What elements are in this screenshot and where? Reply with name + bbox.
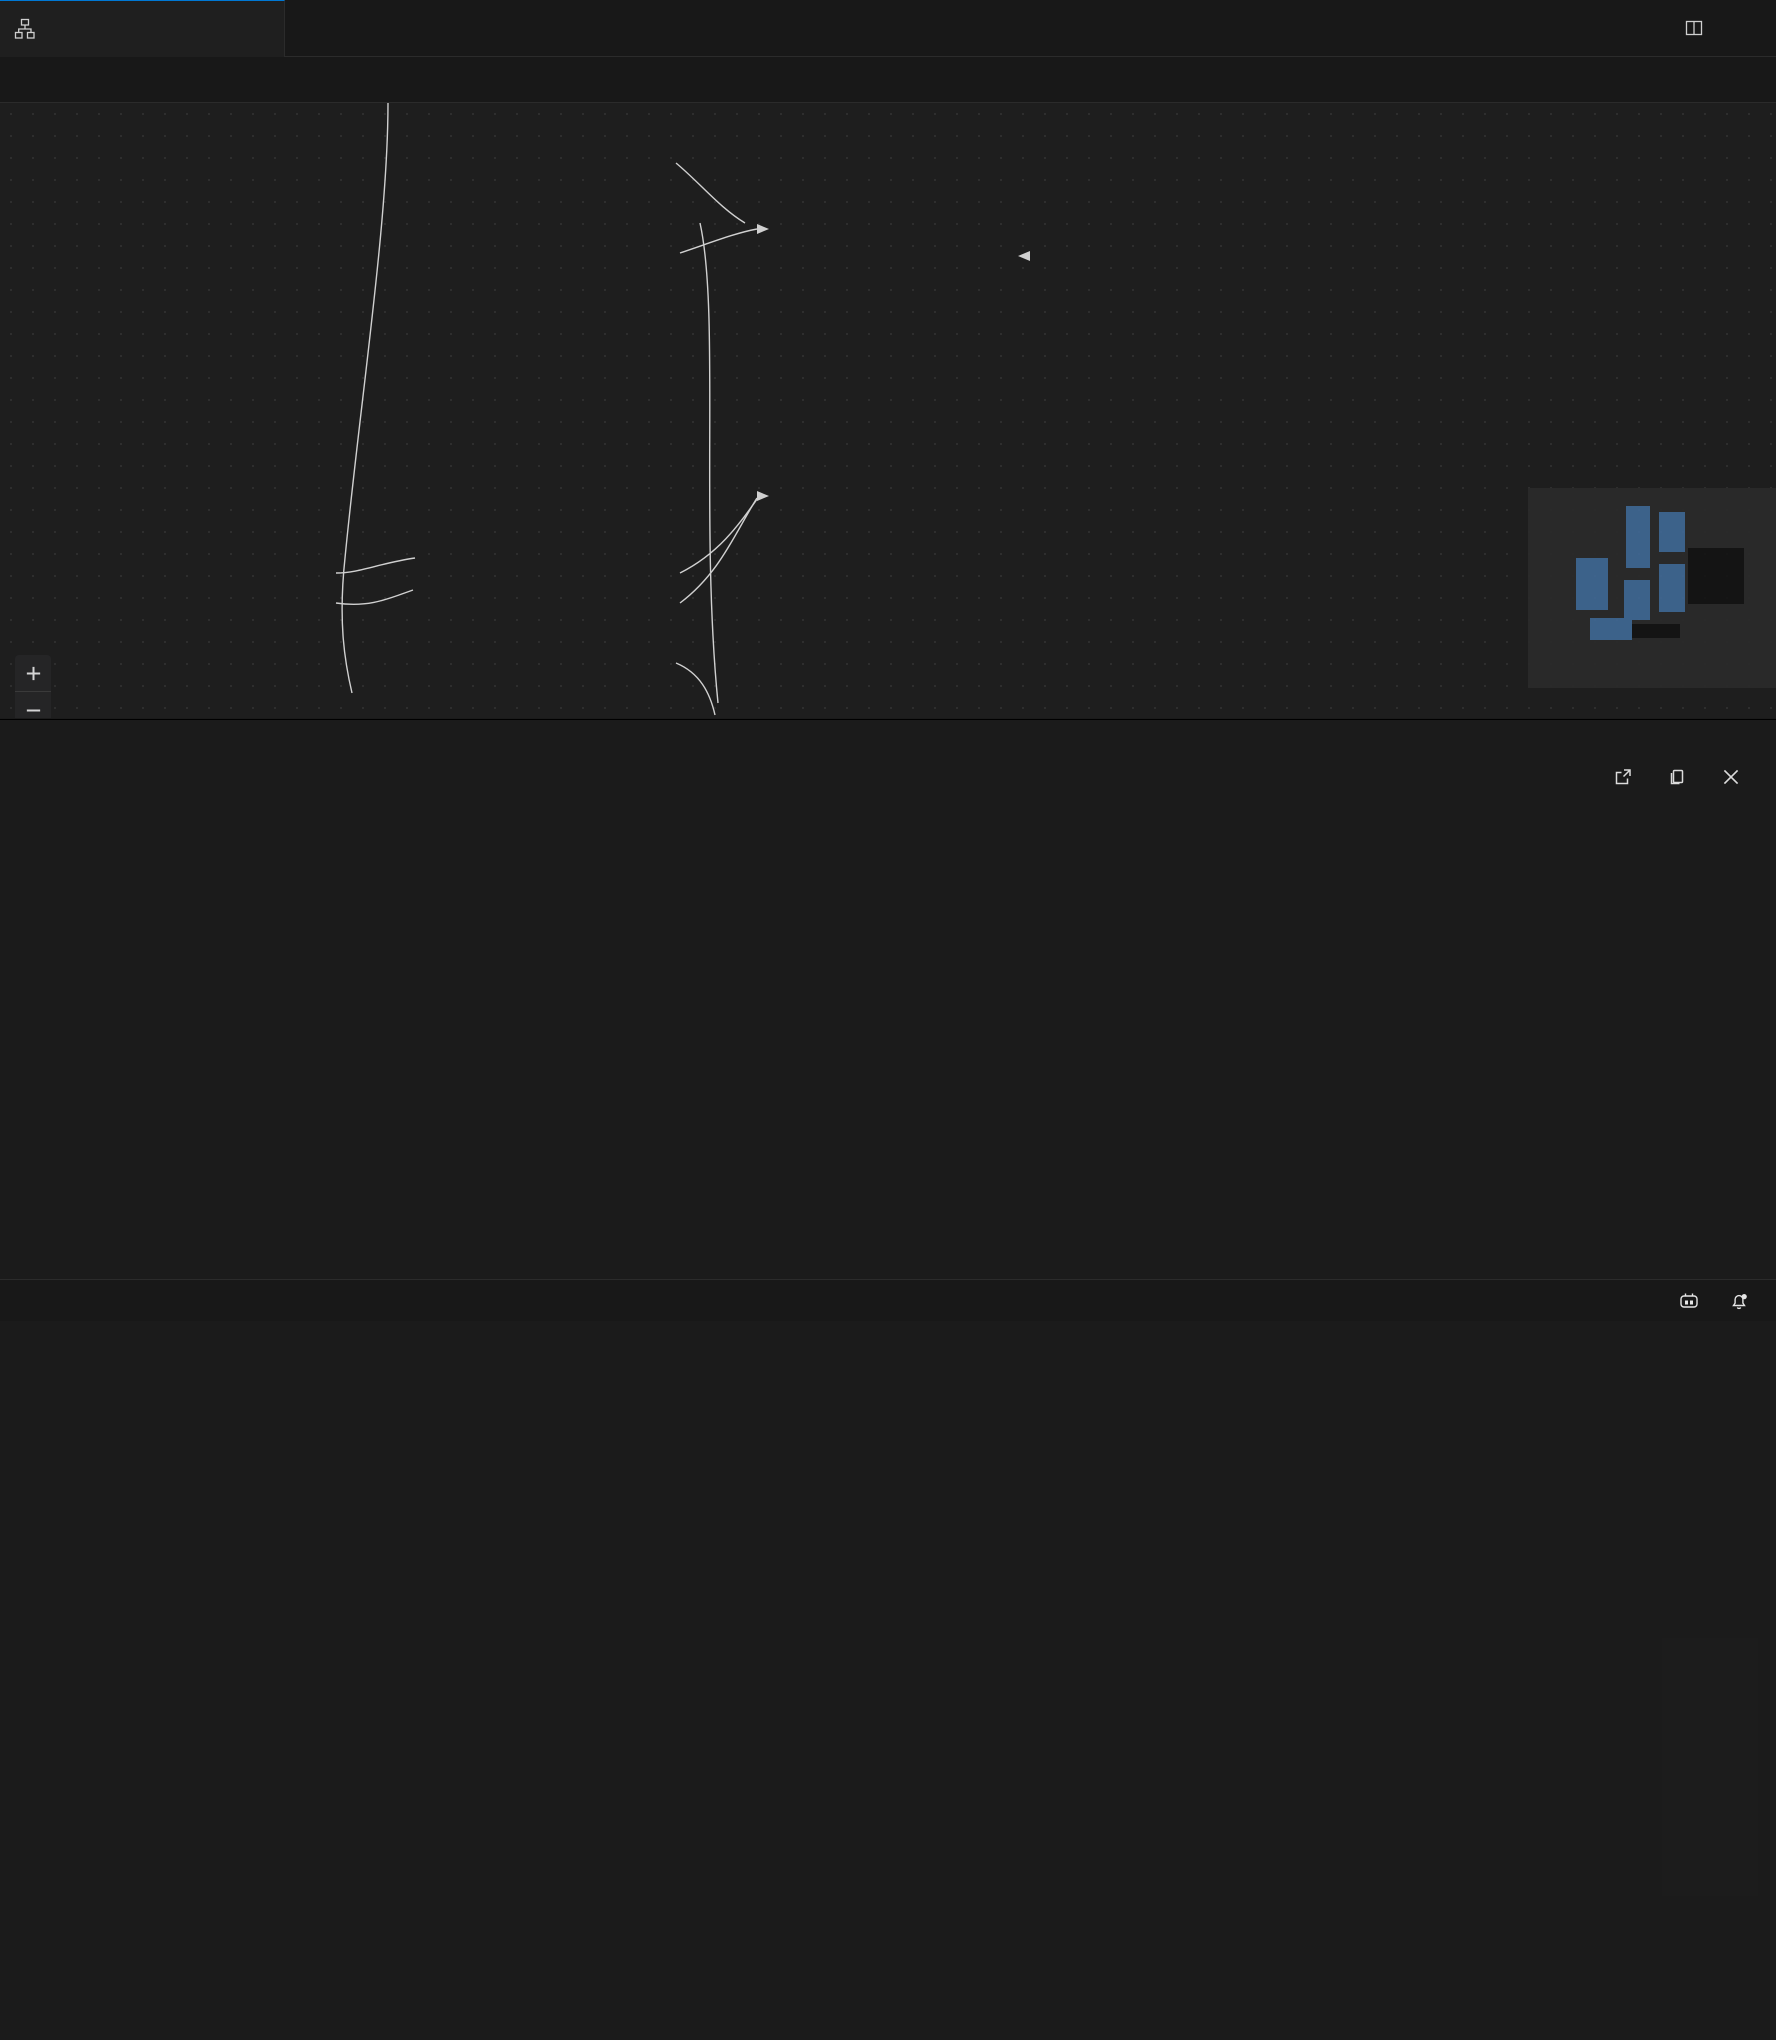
remote-window-icon[interactable]: [1676, 1288, 1702, 1314]
schema-canvas[interactable]: [0, 103, 1776, 718]
code-minimap[interactable]: [1662, 1638, 1758, 1896]
sql-code-viewer[interactable]: [0, 825, 1776, 1245]
zoom-in-icon[interactable]: [15, 655, 51, 692]
close-button[interactable]: [1720, 766, 1752, 788]
title-bar: [0, 0, 1776, 57]
schema-designer-icon: [14, 18, 36, 40]
close-icon: [1720, 766, 1742, 788]
copy-button[interactable]: [1666, 766, 1698, 788]
editor-tab-mssql-schema-designer[interactable]: [0, 0, 285, 57]
split-editor-icon[interactable]: [1680, 14, 1708, 42]
code-panel-actions: [1612, 766, 1752, 788]
bell-dot-icon[interactable]: [1726, 1288, 1752, 1314]
status-bar: [0, 1279, 1776, 1321]
open-in-editor-button[interactable]: [1612, 766, 1644, 788]
canvas-minimap[interactable]: [1528, 488, 1776, 688]
open-external-icon: [1612, 766, 1634, 788]
relationship-edges: [0, 103, 1776, 718]
canvas-controls: [15, 655, 51, 718]
zoom-out-icon[interactable]: [15, 692, 51, 718]
copy-icon: [1666, 766, 1688, 788]
view-code-panel: [0, 719, 1776, 2040]
more-actions-icon[interactable]: [1728, 14, 1756, 42]
designer-toolbar: [0, 57, 1776, 103]
code-panel-header: [0, 720, 1776, 825]
